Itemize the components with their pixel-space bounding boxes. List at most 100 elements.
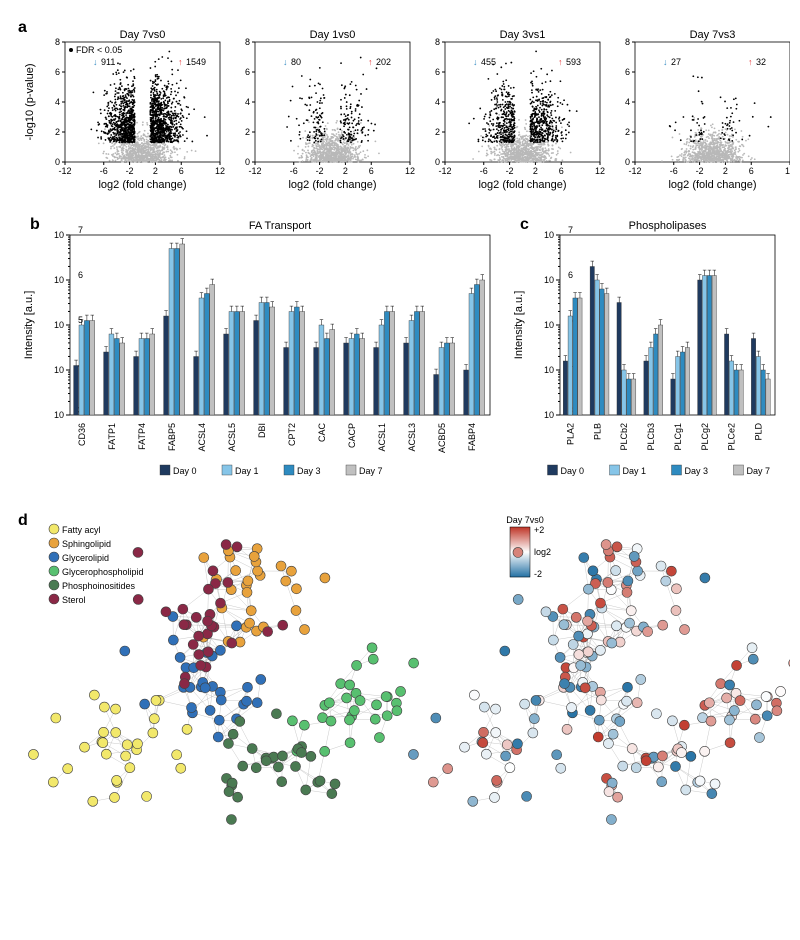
node	[707, 789, 717, 799]
node	[601, 540, 611, 550]
network: Fatty acylSphingolipidGlycerolipidGlycer…	[28, 524, 418, 825]
node	[277, 777, 287, 787]
colorbar: Day 7vs0+2log2-2	[506, 515, 551, 579]
svg-text:↓: ↓	[283, 57, 288, 67]
node	[585, 705, 595, 715]
bar	[627, 379, 631, 415]
node	[748, 654, 758, 664]
bar	[344, 343, 349, 415]
node	[203, 647, 213, 657]
node	[710, 779, 720, 789]
bar-chart-c: Phospholipases103104105106107Intensity […	[513, 220, 775, 476]
svg-text:0: 0	[55, 157, 60, 167]
node	[342, 693, 352, 703]
node	[612, 542, 622, 552]
svg-text:log2 (fold change): log2 (fold change)	[288, 179, 376, 191]
svg-text:↓: ↓	[93, 57, 98, 67]
node	[583, 584, 593, 594]
bar	[384, 312, 389, 416]
node	[754, 733, 764, 743]
down-count: 455	[481, 57, 496, 67]
bar	[409, 321, 414, 416]
node	[296, 748, 306, 758]
node	[700, 573, 710, 583]
node	[396, 686, 406, 696]
category-label: PLCg1	[673, 423, 683, 451]
bar	[109, 334, 114, 415]
bar	[563, 361, 567, 415]
category-label: FATP1	[107, 423, 117, 450]
bar	[617, 303, 621, 416]
node	[336, 679, 346, 689]
panel-a-label: a	[18, 19, 27, 36]
bar	[254, 321, 259, 416]
svg-text:-12: -12	[58, 166, 71, 176]
bar	[379, 325, 384, 415]
node	[299, 720, 309, 730]
node	[627, 744, 637, 754]
node	[223, 739, 233, 749]
bar	[756, 357, 760, 416]
category-label: PLB	[592, 423, 602, 440]
node	[623, 682, 633, 692]
bar	[434, 375, 439, 416]
bar	[469, 294, 474, 416]
category-label: PLA2	[565, 423, 575, 445]
bar	[210, 285, 215, 416]
node	[633, 566, 643, 576]
node	[636, 674, 646, 684]
svg-text:4: 4	[245, 97, 250, 107]
node	[576, 660, 586, 670]
node	[242, 587, 252, 597]
category-label: CD36	[77, 423, 87, 446]
svg-text:8: 8	[245, 37, 250, 47]
bar	[578, 298, 582, 415]
svg-text:8: 8	[435, 37, 440, 47]
node	[178, 604, 188, 614]
bar	[654, 334, 658, 415]
node	[249, 551, 259, 561]
node	[276, 561, 286, 571]
node	[481, 749, 491, 759]
svg-text:6: 6	[55, 67, 60, 77]
node	[98, 738, 108, 748]
node	[604, 787, 614, 797]
svg-text:6: 6	[559, 166, 564, 176]
category-label: PLCe2	[727, 423, 737, 451]
node	[583, 647, 593, 657]
node	[161, 607, 171, 617]
bar	[294, 307, 299, 415]
bar	[324, 339, 329, 416]
bar	[658, 325, 662, 415]
bar	[751, 339, 755, 416]
svg-text:-6: -6	[480, 166, 488, 176]
node	[725, 680, 735, 690]
node	[368, 654, 378, 664]
node	[205, 705, 215, 715]
category-label: ACSL5	[227, 423, 237, 452]
legend-swatch	[49, 552, 59, 562]
category-label: PLCb3	[646, 423, 656, 451]
node	[567, 703, 577, 713]
bar	[739, 370, 743, 415]
bar	[259, 303, 264, 416]
node	[661, 576, 671, 586]
up-count: 202	[376, 57, 391, 67]
node	[291, 584, 301, 594]
node	[51, 713, 61, 723]
svg-text:12: 12	[595, 166, 605, 176]
node	[716, 679, 726, 689]
up-count: 1549	[186, 57, 206, 67]
node	[558, 604, 568, 614]
node	[568, 640, 578, 650]
node	[392, 706, 402, 716]
node	[502, 740, 512, 750]
node	[555, 652, 565, 662]
node	[548, 635, 558, 645]
category-label: FABP5	[167, 423, 177, 451]
svg-text:-2: -2	[506, 166, 514, 176]
node	[747, 643, 757, 653]
node	[529, 714, 539, 724]
node	[552, 750, 562, 760]
panel-c-label: c	[520, 216, 529, 233]
